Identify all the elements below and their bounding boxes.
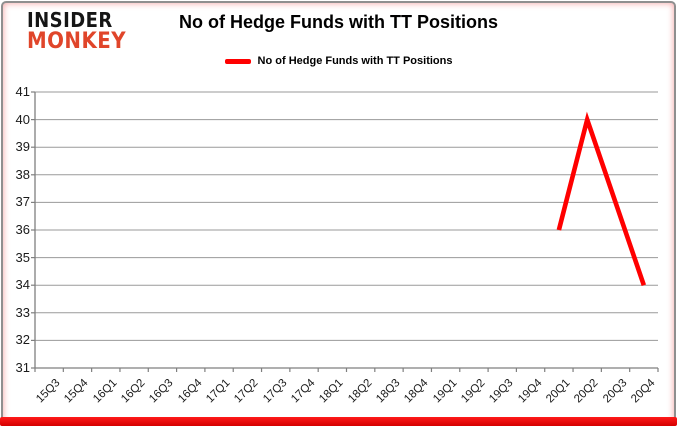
chart-title: No of Hedge Funds with TT Positions: [179, 12, 498, 32]
insider-monkey-logo: INSIDER MONKEY: [27, 10, 137, 53]
y-axis-label: 31: [15, 360, 30, 375]
y-axis-label: 35: [15, 249, 30, 265]
legend-label: No of Hedge Funds with TT Positions: [257, 55, 453, 67]
y-axis-label: 39: [15, 139, 30, 155]
data-line: [556, 111, 647, 286]
frame-bottom-red-bar: [0, 417, 677, 426]
y-axis-label: 33: [15, 304, 30, 320]
y-axis-label: 36: [15, 222, 30, 237]
y-axis-label: 38: [15, 166, 30, 182]
y-axis-label: 37: [15, 194, 30, 210]
legend: No of Hedge Funds with TT Positions: [0, 54, 677, 68]
logo-text-monkey: MONKEY: [27, 29, 127, 54]
logo-text-insider: INSIDER: [27, 8, 113, 32]
y-axis-label: 34: [15, 277, 30, 293]
legend-line-swatch: [224, 58, 251, 64]
y-axis-label: 40: [15, 111, 30, 127]
y-axis-label: 41: [15, 84, 30, 99]
y-axis-label: 32: [15, 332, 30, 348]
